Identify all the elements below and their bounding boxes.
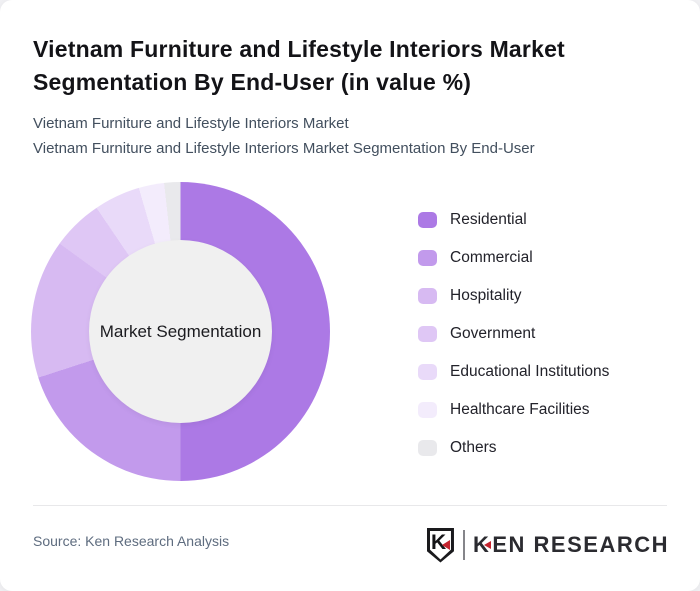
legend-label: Healthcare Facilities	[450, 400, 590, 418]
legend-item: Educational Institutions	[418, 363, 609, 380]
legend-swatch	[418, 325, 437, 342]
legend-label: Educational Institutions	[450, 362, 610, 380]
chart-subtitle-line1: Vietnam Furniture and Lifestyle Interior…	[33, 115, 349, 132]
legend-label: Others	[450, 438, 497, 456]
logo-wordmark: K EN RESEARCH	[473, 532, 669, 558]
legend-item: Healthcare Facilities	[418, 401, 609, 418]
legend-item: Hospitality	[418, 287, 609, 304]
ken-research-logo: K K EN RESEARCH	[426, 526, 669, 564]
wordmark-k: K	[472, 532, 491, 557]
legend-swatch	[418, 287, 437, 304]
legend-label: Government	[450, 324, 536, 342]
legend-swatch	[418, 249, 437, 266]
legend-swatch	[418, 211, 437, 228]
logo-shield-inner	[429, 530, 451, 560]
legend-label: Commercial	[450, 248, 533, 266]
donut-hole: Market Segmentation	[89, 240, 272, 423]
logo-shield-icon: K	[426, 527, 454, 563]
chart-title: Vietnam Furniture and Lifestyle Interior…	[33, 33, 565, 99]
logo-red-triangle-icon	[441, 539, 450, 550]
legend-item: Government	[418, 325, 609, 342]
legend-item: Commercial	[418, 249, 609, 266]
legend-swatch	[418, 363, 437, 380]
source-text: Source: Ken Research Analysis	[33, 533, 230, 549]
wordmark-red-triangle-icon	[484, 541, 492, 549]
legend-swatch	[418, 401, 437, 418]
legend-item: Others	[418, 439, 609, 456]
wordmark-rest: EN RESEARCH	[492, 532, 669, 557]
footer-divider	[33, 505, 667, 506]
chart-legend: Residential Commercial Hospitality Gover…	[418, 211, 609, 477]
chart-subtitle: Vietnam Furniture and Lifestyle Interior…	[33, 111, 535, 161]
chart-title-line2: Segmentation By End-User (in value %)	[33, 69, 472, 95]
donut-chart: Market Segmentation	[31, 182, 330, 481]
chart-subtitle-line2: Vietnam Furniture and Lifestyle Interior…	[33, 140, 535, 157]
chart-title-line1: Vietnam Furniture and Lifestyle Interior…	[33, 36, 565, 62]
legend-swatch	[418, 439, 437, 456]
legend-label: Residential	[450, 210, 527, 228]
legend-item: Residential	[418, 211, 609, 228]
logo-separator	[462, 530, 465, 560]
legend-label: Hospitality	[450, 286, 522, 304]
donut-center-label: Market Segmentation	[99, 321, 262, 341]
